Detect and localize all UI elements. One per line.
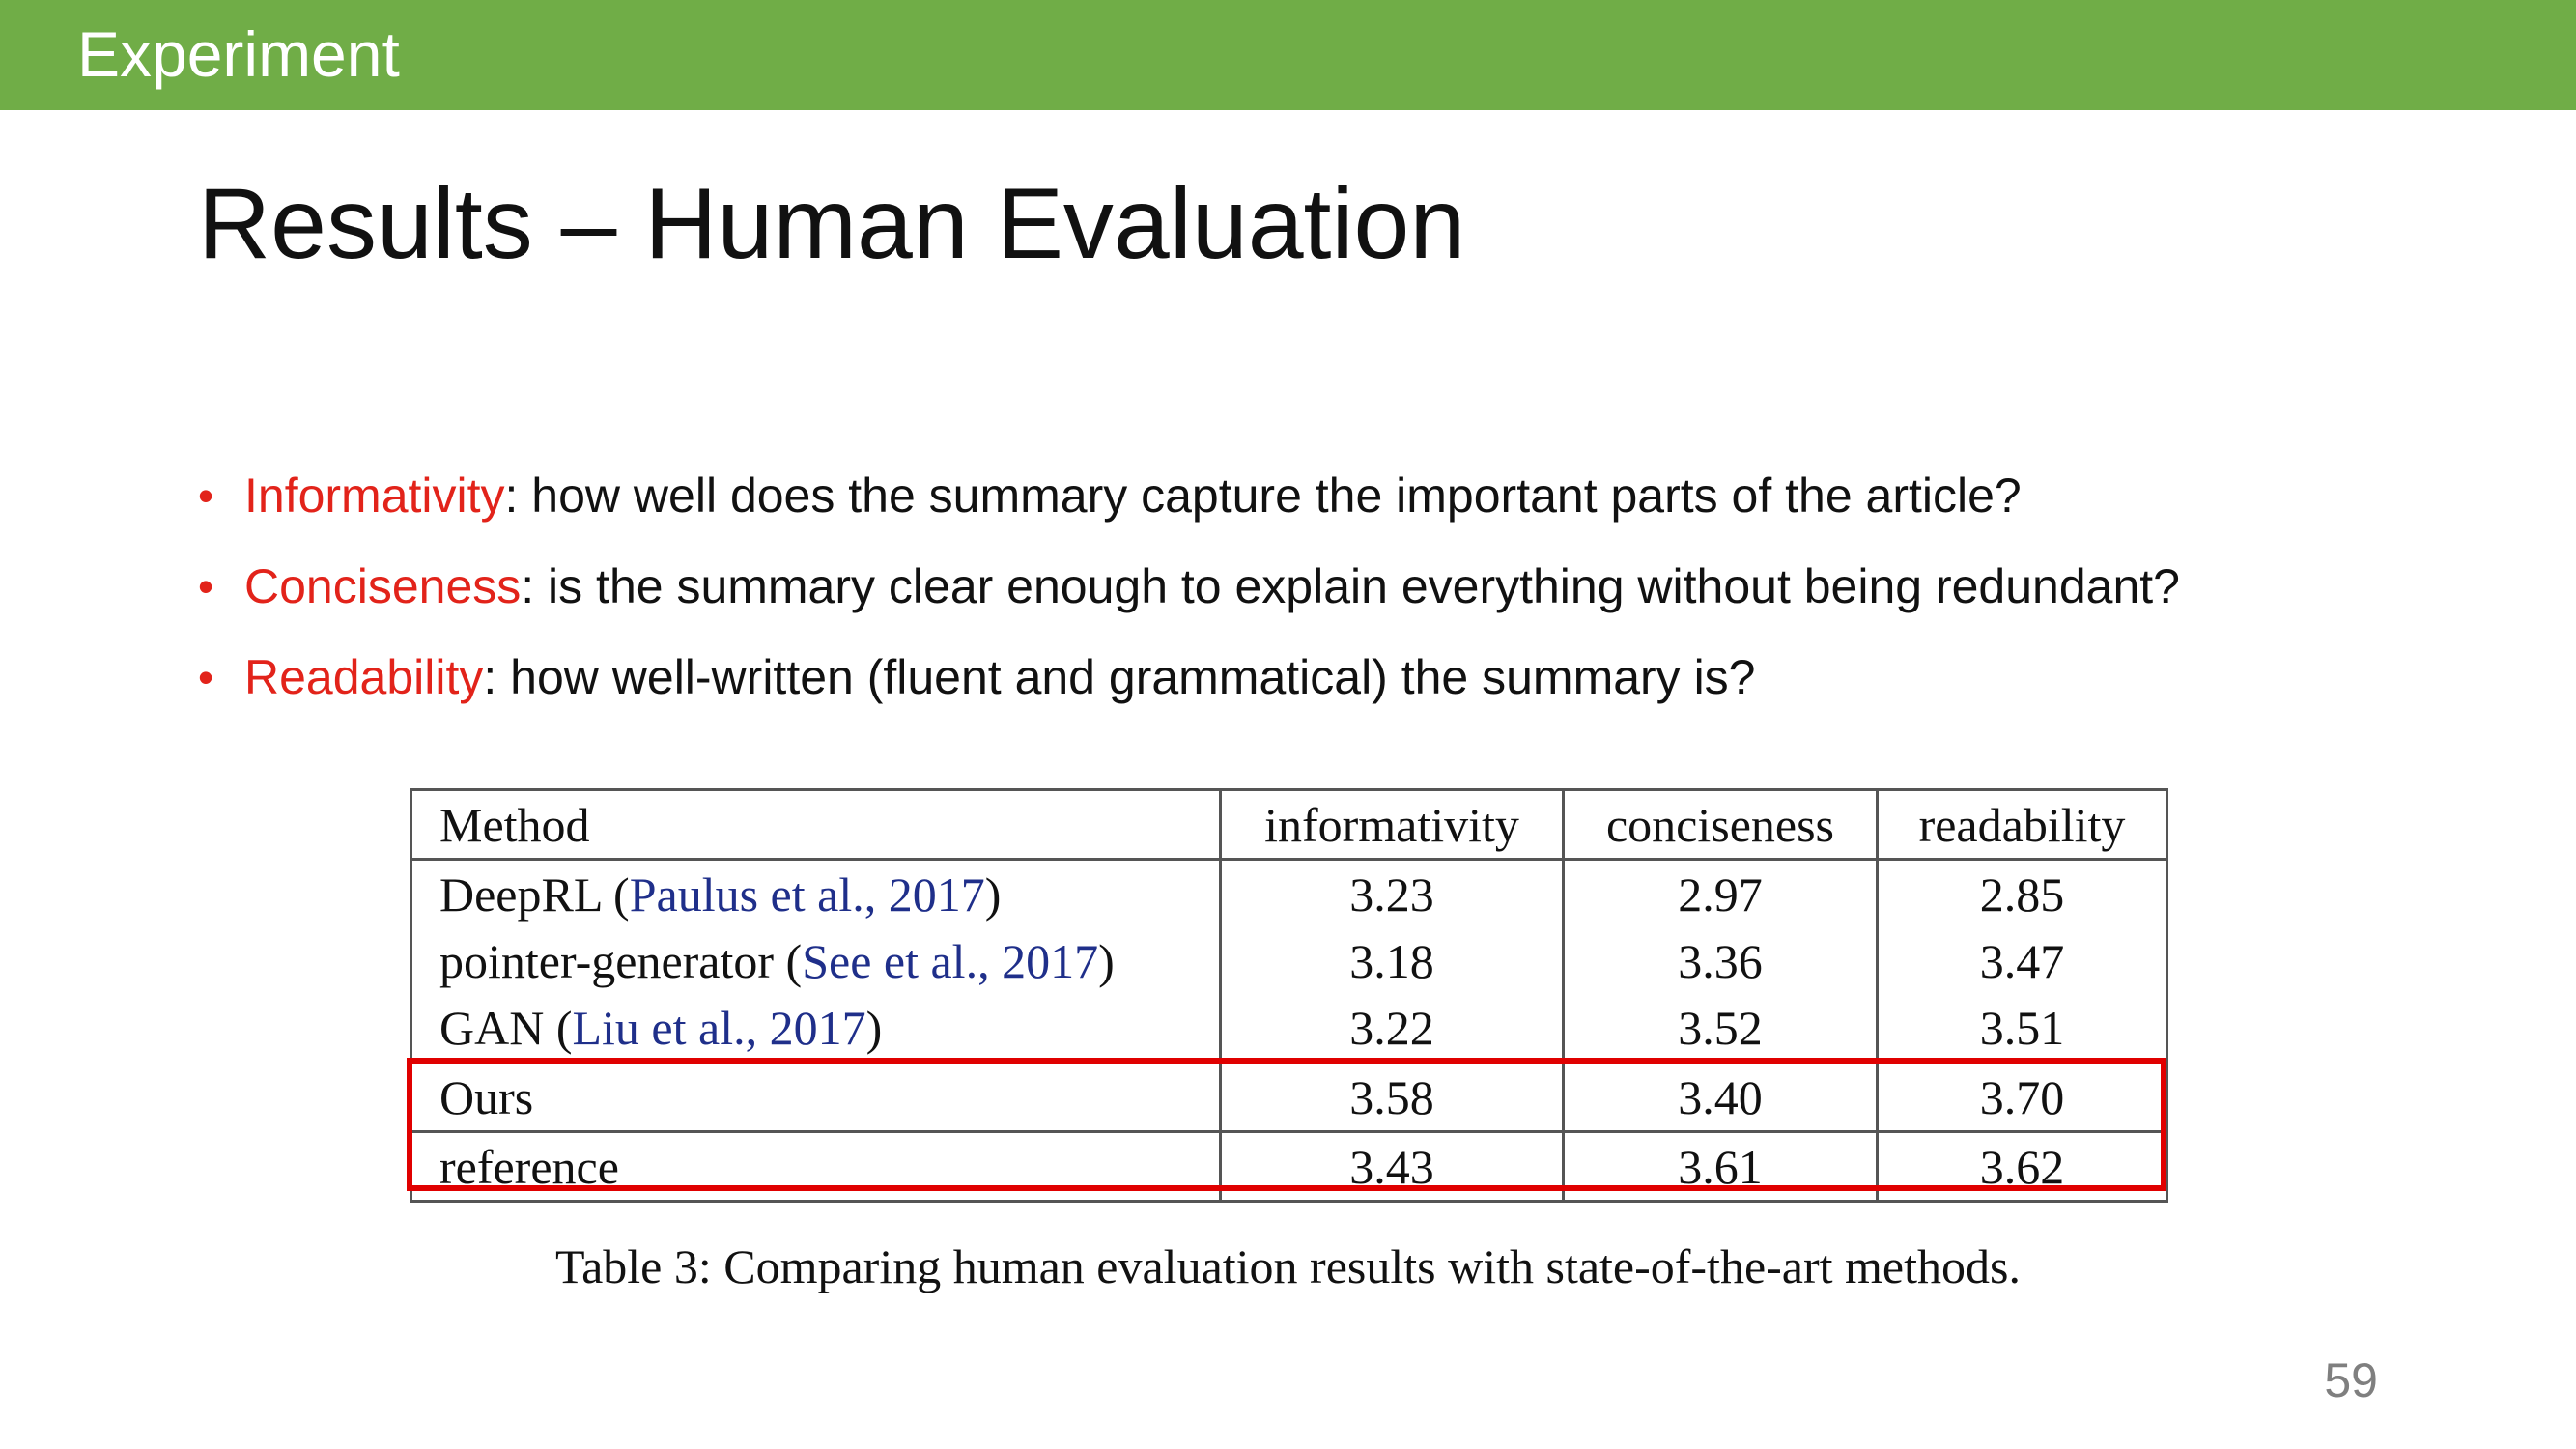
method-cell: DeepRL (Paulus et al., 2017) [410, 859, 1222, 927]
method-cell: pointer-generator (See et al., 2017) [410, 927, 1222, 994]
informativity-cell: 3.58 [1219, 1062, 1565, 1133]
citation-link: See et al., 2017 [802, 933, 1099, 988]
conciseness-cell: 2.97 [1562, 859, 1879, 927]
bullet-icon: • [198, 470, 214, 521]
citation-link: Liu et al., 2017 [572, 1000, 866, 1055]
table-row-ours: Ours 3.58 3.40 3.70 [410, 1062, 2168, 1133]
method-cell: reference [410, 1131, 1222, 1203]
table-row: DeepRL (Paulus et al., 2017) 3.23 2.97 2… [410, 859, 2168, 927]
column-header-conciseness: conciseness [1562, 788, 1879, 861]
informativity-cell: 3.43 [1219, 1131, 1565, 1203]
citation-link: Paulus et al., 2017 [629, 867, 985, 922]
bullet-text: : how well-written (fluent and grammatic… [483, 650, 1756, 704]
readability-cell: 3.51 [1876, 994, 2168, 1064]
readability-cell: 3.47 [1876, 927, 2168, 994]
section-label: Experiment [77, 18, 400, 90]
bullet-icon: • [198, 561, 214, 611]
table-row: GAN (Liu et al., 2017) 3.22 3.52 3.51 [410, 994, 2168, 1064]
table-caption: Table 3: Comparing human evaluation resu… [555, 1239, 2021, 1293]
bullet-term: Conciseness [244, 559, 522, 613]
page-title: Results – Human Evaluation [198, 168, 1466, 280]
slide-number: 59 [2324, 1353, 2378, 1407]
method-name: GAN [439, 1000, 545, 1055]
informativity-cell: 3.23 [1219, 859, 1565, 927]
table-row: pointer-generator (See et al., 2017) 3.1… [410, 927, 2168, 994]
readability-cell: 2.85 [1876, 859, 2168, 927]
method-cell: GAN (Liu et al., 2017) [410, 994, 1222, 1064]
column-header-informativity: informativity [1219, 788, 1565, 861]
table-row-reference: reference 3.43 3.61 3.62 [410, 1131, 2168, 1203]
table-header-row: Method informativity conciseness readabi… [410, 788, 2168, 861]
readability-cell: 3.70 [1876, 1062, 2168, 1133]
informativity-cell: 3.18 [1219, 927, 1565, 994]
informativity-cell: 3.22 [1219, 994, 1565, 1064]
results-table-container: Method informativity conciseness readabi… [410, 788, 2168, 1203]
method-name: DeepRL [439, 867, 602, 922]
column-header-method: Method [410, 788, 1222, 861]
readability-cell: 3.62 [1876, 1131, 2168, 1203]
bullet-text: : how well does the summary capture the … [504, 469, 2022, 523]
results-table: Method informativity conciseness readabi… [410, 788, 2168, 1203]
bullet-term: Readability [244, 650, 484, 704]
column-header-readability: readability [1876, 788, 2168, 861]
conciseness-cell: 3.36 [1562, 927, 1879, 994]
bullet-informativity: • Informativity: how well does the summar… [198, 452, 2180, 543]
method-name: pointer-generator [439, 933, 775, 988]
bullet-term: Informativity [244, 469, 505, 523]
bullet-readability: • Readability: how well-written (fluent a… [198, 634, 2180, 724]
header-bar: Experiment [0, 0, 2576, 110]
conciseness-cell: 3.40 [1562, 1062, 1879, 1133]
method-cell: Ours [410, 1062, 1222, 1133]
bullet-conciseness: • Conciseness: is the summary clear enoug… [198, 543, 2180, 634]
bullet-icon: • [198, 652, 214, 702]
bullet-list: • Informativity: how well does the summar… [198, 452, 2180, 724]
conciseness-cell: 3.52 [1562, 994, 1879, 1064]
bullet-text: : is the summary clear enough to explain… [521, 559, 2180, 613]
conciseness-cell: 3.61 [1562, 1131, 1879, 1203]
